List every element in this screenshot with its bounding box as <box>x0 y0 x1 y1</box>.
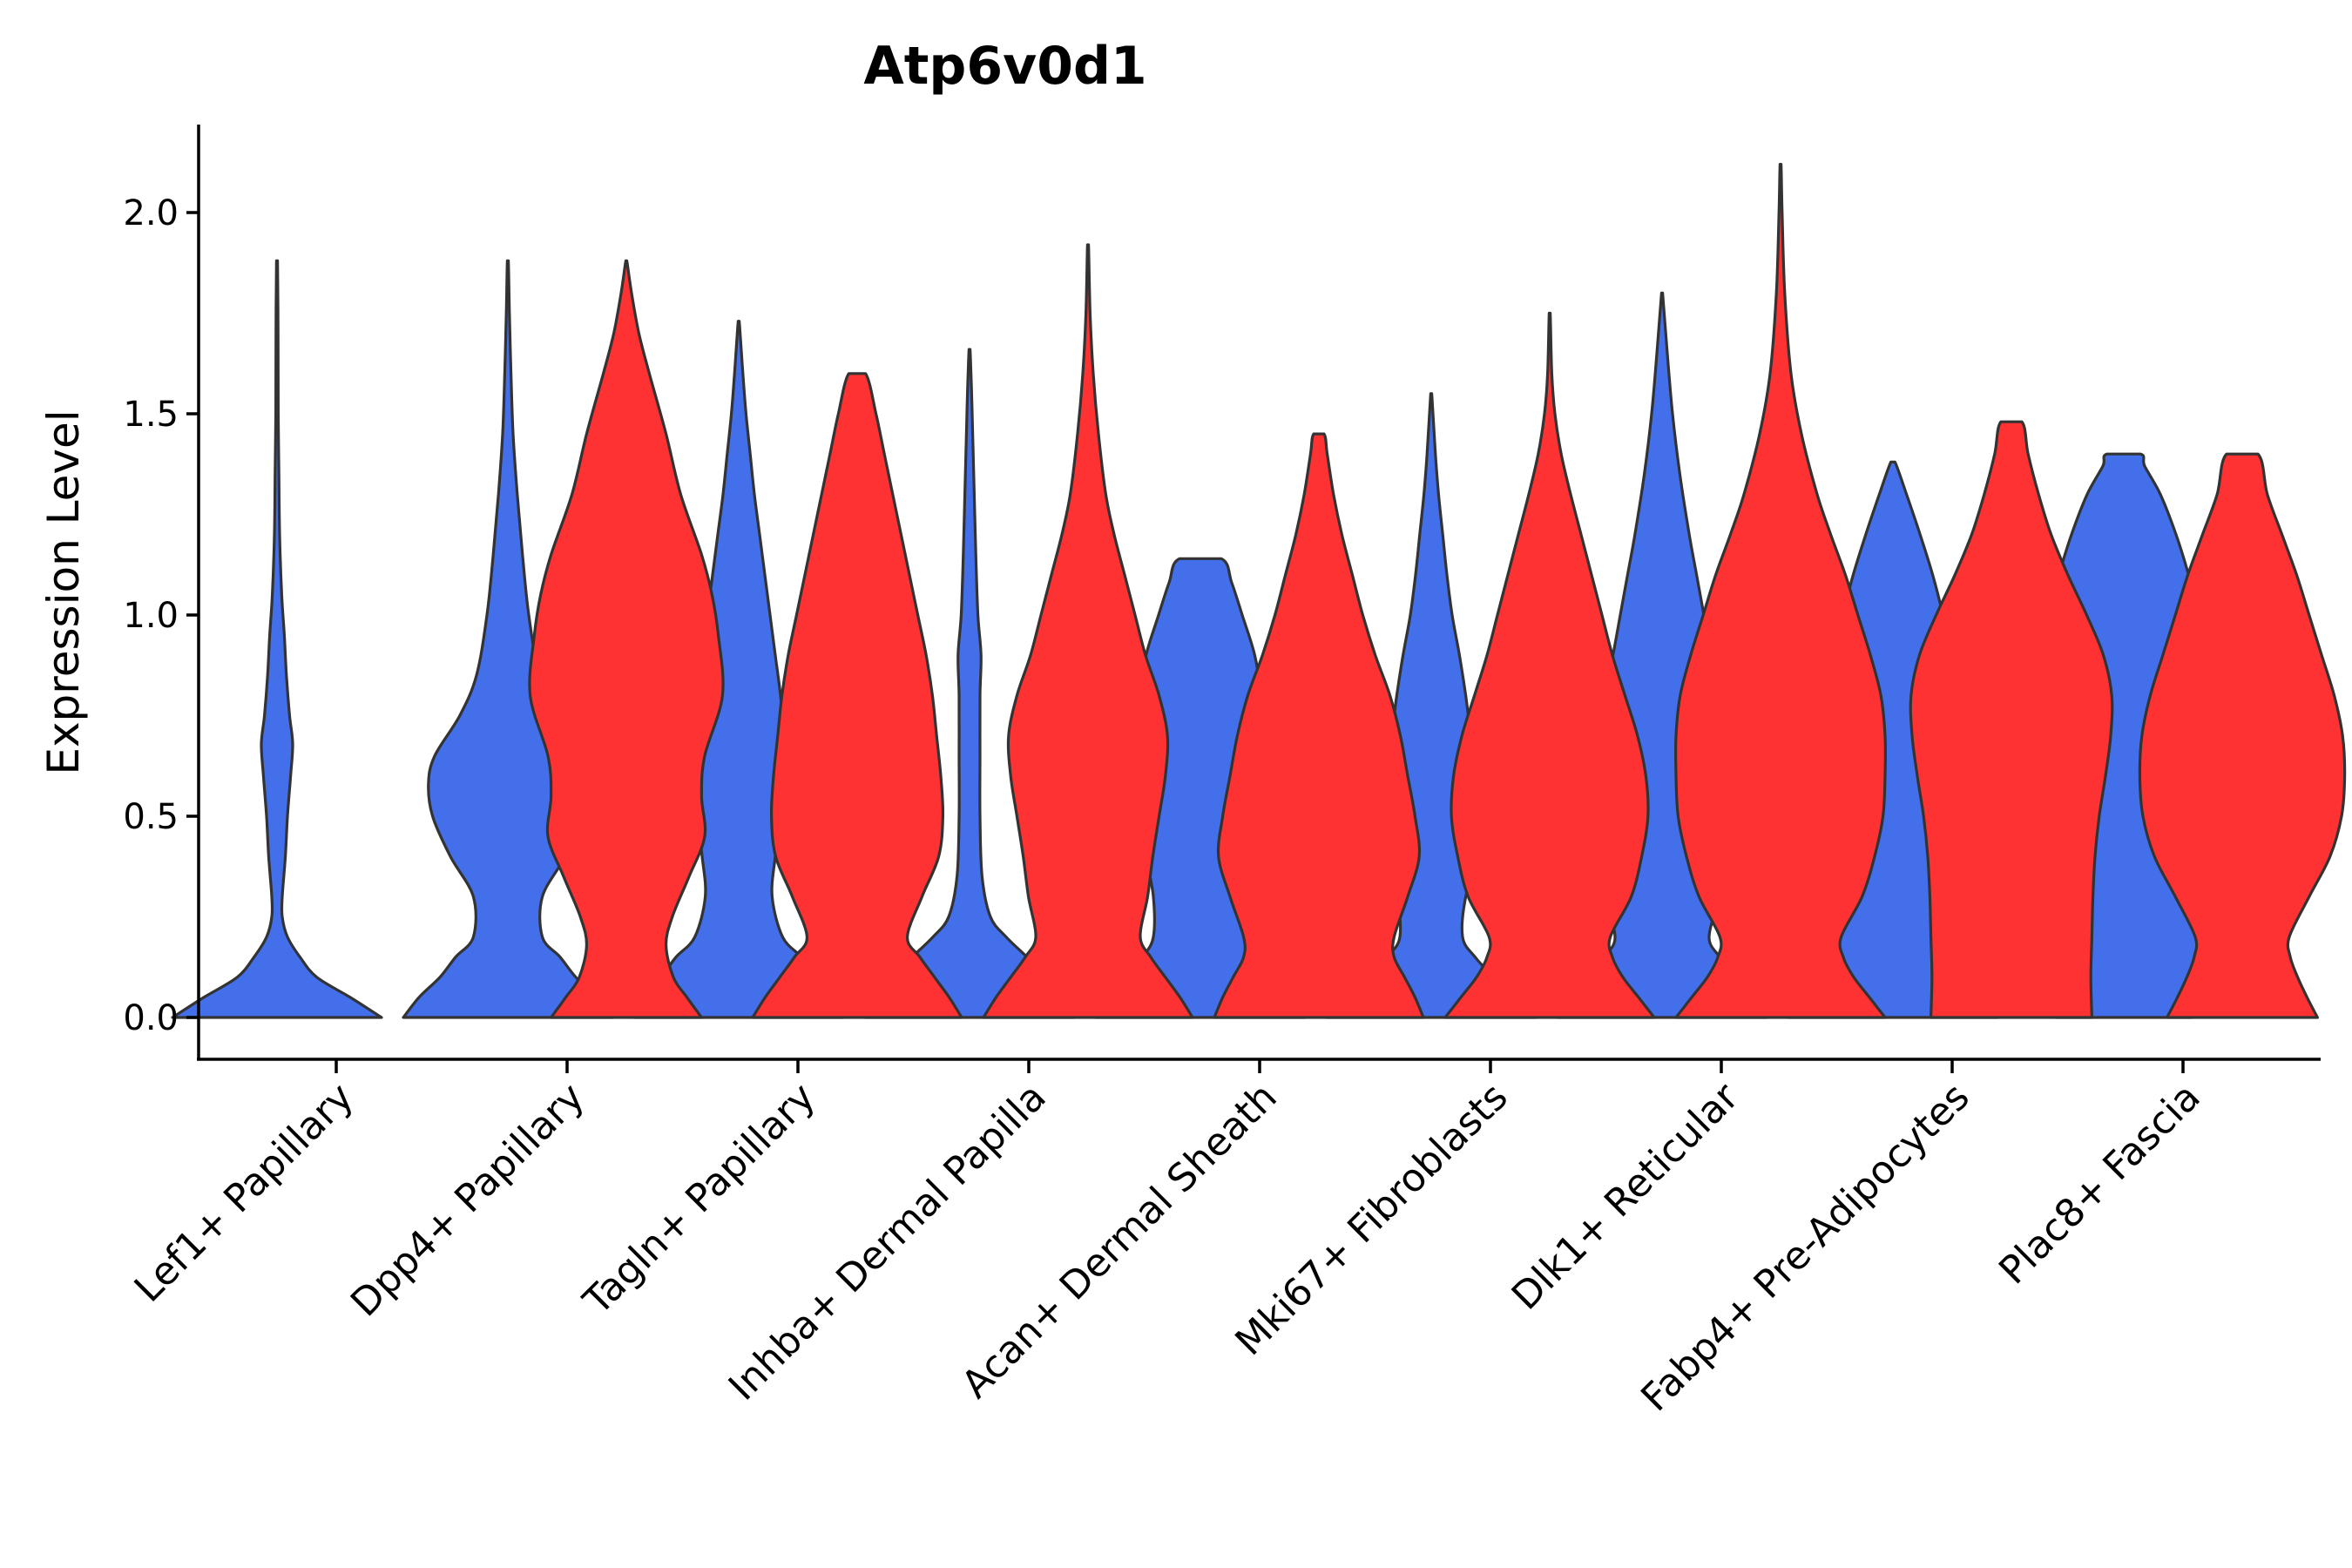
violin-red <box>1443 311 1656 1019</box>
violin-blue <box>863 348 1076 1019</box>
violin-red <box>751 372 963 1019</box>
y-tick-label: 0.0 <box>123 998 179 1038</box>
violin-red <box>528 259 725 1019</box>
y-tick-label: 2.0 <box>123 193 179 233</box>
violin-red <box>982 243 1194 1019</box>
y-tick-label: 1.0 <box>123 596 179 636</box>
chart-title: Atp6v0d1 <box>863 36 1146 97</box>
x-tick-label: Tagln+ Papillary <box>575 1075 824 1324</box>
y-tick-label: 0.5 <box>123 797 179 837</box>
y-ticks-layer: 0.0 0.5 1.0 1.5 2.0 <box>123 193 199 1038</box>
violin-red <box>2138 452 2347 1019</box>
violin-red <box>1909 420 2114 1019</box>
violin-red <box>1673 163 1888 1019</box>
y-axis-label: Expression Level <box>38 409 89 774</box>
violin-blue <box>171 259 383 1019</box>
violins-layer <box>171 163 2347 1019</box>
y-tick-label: 1.5 <box>123 395 179 435</box>
x-tick-label: Lef1+ Papillary <box>126 1075 362 1311</box>
x-tick-label: Plac8+ Fascia <box>1990 1075 2209 1294</box>
violin-red <box>1213 432 1425 1019</box>
x-tick-label: Dpp4+ Papillary <box>342 1075 593 1326</box>
x-tick-label: Dlk1+ Reticular <box>1504 1074 1748 1319</box>
